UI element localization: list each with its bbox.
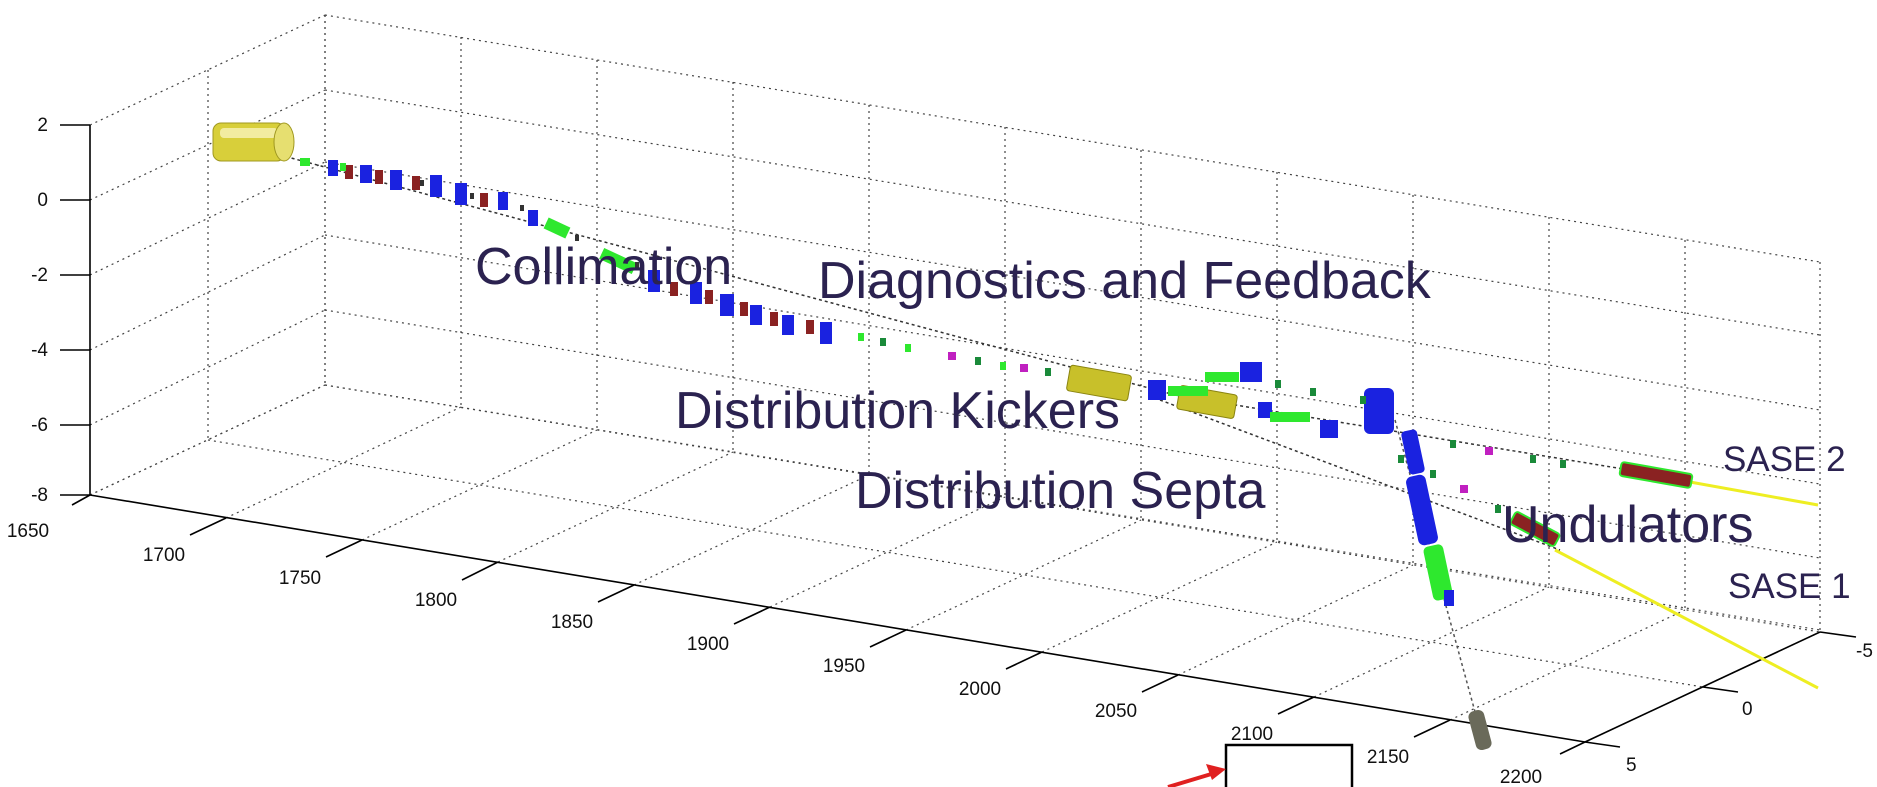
undulators-label: Undulators — [1502, 496, 1753, 554]
x-tick-label: 1750 — [279, 568, 321, 589]
sase2-label: SASE 2 — [1723, 440, 1846, 479]
x-tick-label: 1700 — [143, 545, 185, 566]
x-tick-label: 2150 — [1367, 747, 1409, 768]
collimation-label: Collimation — [475, 238, 732, 296]
magnet-lattice — [300, 158, 1694, 751]
x-tick-label: 2000 — [959, 679, 1001, 700]
x-tick-label: 1900 — [687, 634, 729, 655]
x-tick-label: 2100 — [1231, 724, 1273, 745]
z-tick-label: -8 — [31, 485, 48, 506]
x-tick-label: 1800 — [415, 590, 457, 611]
distribution-septa-label: Distribution Septa — [855, 462, 1266, 520]
inset-callout — [1167, 743, 1354, 787]
x-tick-label: 1850 — [551, 612, 593, 633]
cavity-module — [212, 122, 295, 162]
red-arrow-icon — [1167, 770, 1219, 787]
x-tick-labels: 1650 1700 1750 1800 1850 1900 1950 2000 … — [7, 521, 1542, 787]
y-tick-label: 0 — [1742, 699, 1753, 720]
z-tick-labels: 2 0 -2 -4 -6 -8 — [31, 115, 48, 506]
photon-beams — [1554, 480, 1819, 690]
x-tick-label: 2050 — [1095, 701, 1137, 722]
section-labels: Collimation Diagnostics and Feedback Dis… — [475, 238, 1851, 606]
left-wall-grid — [89, 14, 326, 496]
y-tick-labels: -5 0 5 — [1626, 641, 1873, 776]
y-tick-label: 5 — [1626, 755, 1637, 776]
back-wall-grid — [324, 14, 1821, 632]
diagnostics-label: Diagnostics and Feedback — [818, 252, 1432, 310]
z-tick-label: -2 — [31, 265, 48, 286]
inset-box — [1224, 743, 1354, 787]
floor-grid — [89, 384, 1821, 743]
sase1-photon-beam — [1554, 548, 1819, 690]
sase1-label: SASE 1 — [1728, 567, 1851, 606]
red-arrow-head-icon — [1206, 764, 1226, 780]
sase2-photon-beam — [1689, 480, 1819, 507]
y-tick-label: -5 — [1856, 641, 1873, 662]
x-tick-label: 2200 — [1500, 767, 1542, 787]
x-tick-label: 1950 — [823, 656, 865, 677]
x-tick-label: 1650 — [7, 521, 49, 542]
z-tick-label: 2 — [37, 115, 48, 136]
z-tick-label: -4 — [31, 340, 48, 361]
distribution-kickers-label: Distribution Kickers — [675, 382, 1120, 440]
z-tick-label: 0 — [37, 190, 48, 211]
axes — [60, 124, 1857, 755]
z-tick-label: -6 — [31, 415, 48, 436]
